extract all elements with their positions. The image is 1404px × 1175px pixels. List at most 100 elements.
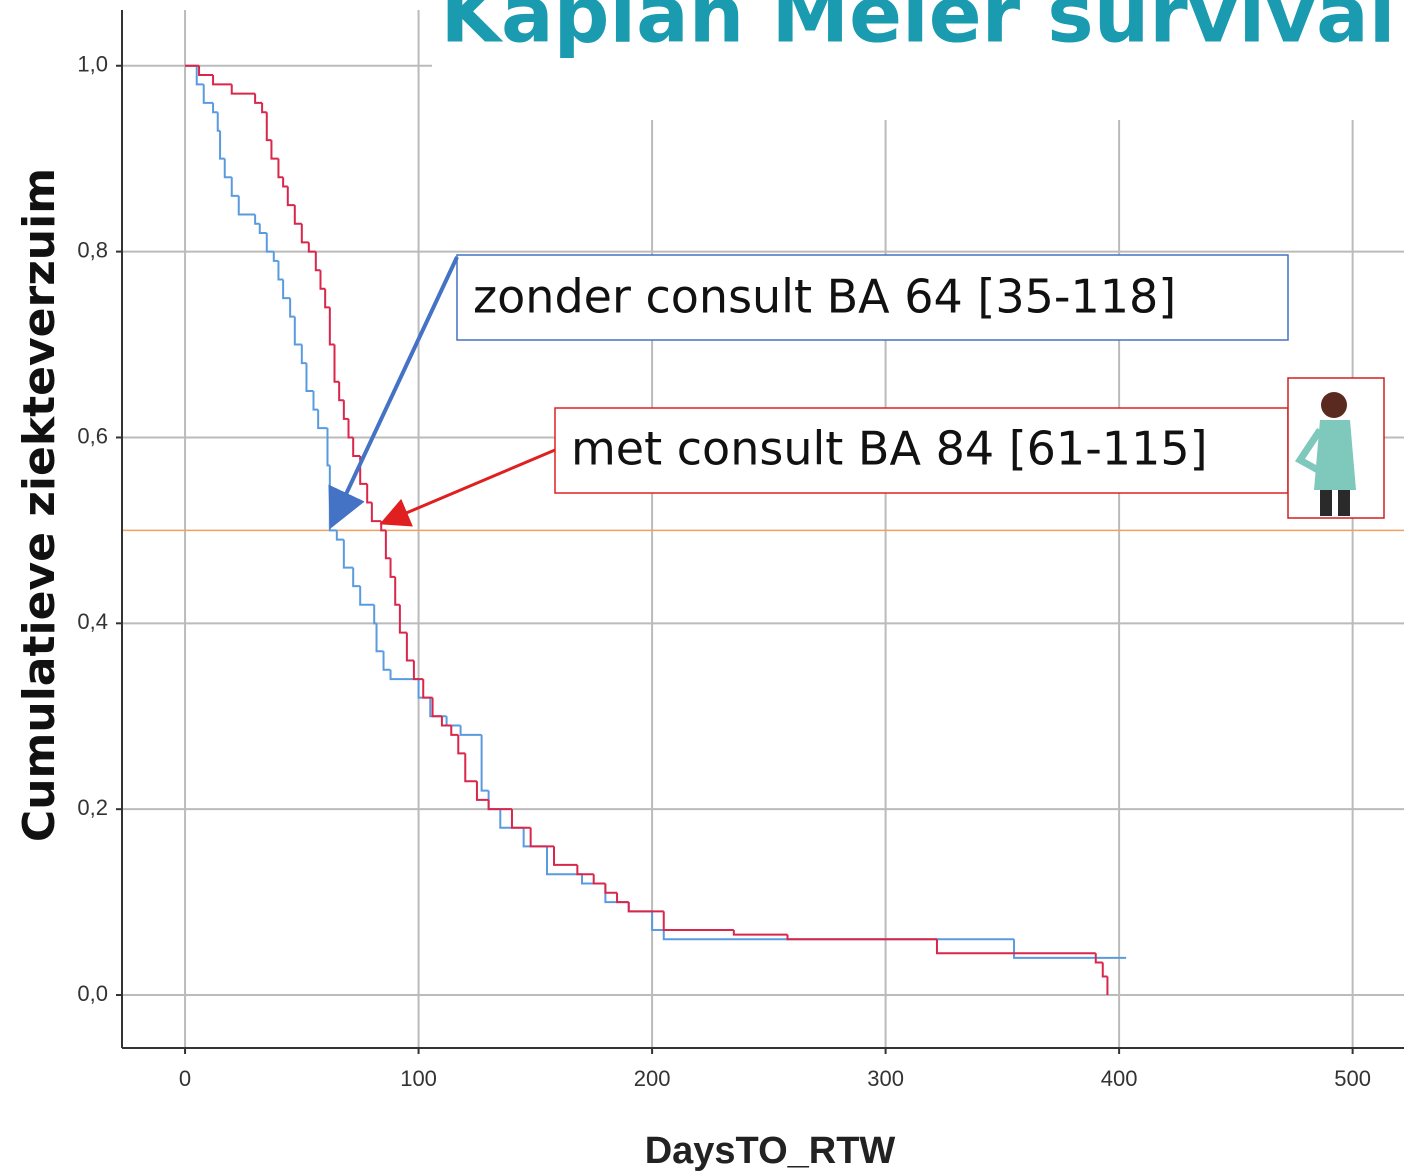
survival-step bbox=[254, 214, 260, 225]
survival-step bbox=[431, 697, 442, 718]
survival-step bbox=[216, 112, 221, 132]
survival-step bbox=[545, 846, 583, 876]
survival-step bbox=[328, 307, 335, 346]
survival-step bbox=[382, 651, 391, 671]
survival-step bbox=[389, 558, 396, 578]
survival-step bbox=[335, 530, 344, 541]
survival-step bbox=[375, 623, 384, 653]
survival-step bbox=[265, 233, 274, 253]
survival-step bbox=[293, 316, 302, 346]
survival-step bbox=[459, 725, 482, 736]
y-tick-label: 0,4 bbox=[77, 609, 108, 634]
survival-step bbox=[314, 251, 321, 272]
survival-step bbox=[342, 400, 349, 420]
survival-step bbox=[1101, 962, 1108, 978]
survival-step bbox=[457, 734, 466, 755]
annotation: zonder consult BA 64 [35-118] bbox=[473, 270, 1176, 324]
survival-step bbox=[394, 576, 400, 606]
survival-step bbox=[487, 799, 512, 811]
survival-step bbox=[412, 660, 424, 681]
survival-step bbox=[317, 409, 328, 430]
y-tick-label: 0,2 bbox=[77, 795, 108, 820]
survival-step bbox=[307, 242, 316, 253]
annotation-arrow bbox=[379, 448, 556, 527]
y-tick-label: 1,0 bbox=[77, 52, 108, 77]
chart-title: Kaplan Meier survival bbox=[441, 0, 1396, 60]
annotation: met consult BA 84 [61-115] bbox=[571, 422, 1208, 476]
survival-step bbox=[440, 716, 452, 727]
survival-step bbox=[359, 586, 375, 606]
survival-step bbox=[319, 270, 326, 290]
survival-step bbox=[272, 251, 279, 262]
survival-step bbox=[202, 84, 214, 104]
survival-step bbox=[553, 846, 578, 866]
survival-step bbox=[450, 725, 459, 736]
survival-step bbox=[300, 344, 307, 365]
y-tick-label: 0,8 bbox=[77, 237, 108, 262]
survival-step bbox=[366, 483, 372, 504]
survival-step bbox=[277, 260, 284, 281]
x-tick-label: 500 bbox=[1334, 1066, 1371, 1091]
plot-area bbox=[122, 64, 1404, 996]
survival-step bbox=[324, 288, 330, 309]
survival-step bbox=[352, 567, 361, 588]
survival-step bbox=[1013, 939, 1127, 959]
survival-step bbox=[265, 112, 272, 142]
survival-step bbox=[627, 902, 653, 913]
survival-step bbox=[338, 381, 344, 402]
y-axis-label: Cumulatieve ziekteverzuim bbox=[14, 168, 65, 842]
survival-step bbox=[389, 669, 419, 681]
survival-step bbox=[230, 84, 256, 95]
survival-step bbox=[230, 177, 239, 197]
x-tick-label: 100 bbox=[400, 1066, 437, 1091]
survival-step bbox=[529, 827, 555, 848]
x-tick-label: 0 bbox=[179, 1066, 191, 1091]
survival-step bbox=[616, 892, 629, 904]
survival-step bbox=[282, 279, 291, 300]
survival-step bbox=[223, 158, 232, 179]
survival-step bbox=[417, 679, 431, 699]
title-backdrop bbox=[432, 0, 1404, 120]
survival-step bbox=[333, 344, 340, 383]
survival-step bbox=[212, 102, 218, 114]
annotation-arrow bbox=[328, 256, 459, 530]
survival-step bbox=[422, 679, 433, 699]
survival-step bbox=[464, 753, 477, 783]
survival-step bbox=[732, 929, 788, 936]
survival-step bbox=[258, 223, 267, 235]
doctor-icon bbox=[1287, 377, 1385, 519]
survival-step bbox=[254, 93, 263, 104]
survival-step bbox=[604, 883, 618, 894]
survival-step bbox=[282, 177, 288, 188]
survival-step bbox=[198, 65, 214, 77]
survival-step bbox=[352, 437, 361, 458]
survival-step bbox=[662, 929, 1015, 941]
survival-step bbox=[237, 195, 256, 216]
survival-step bbox=[480, 734, 489, 792]
survival-step bbox=[576, 864, 594, 876]
survival-step bbox=[347, 418, 354, 439]
annotation-box bbox=[456, 254, 1289, 341]
survival-step bbox=[300, 223, 309, 244]
survival-step bbox=[261, 102, 267, 114]
survival-step bbox=[487, 790, 501, 811]
survival-step bbox=[384, 530, 391, 560]
survival-step bbox=[373, 604, 377, 625]
survival-step bbox=[277, 158, 284, 179]
x-axis-label: DaysTO_RTW bbox=[645, 1130, 896, 1172]
survival-step bbox=[475, 781, 489, 801]
survival-step bbox=[935, 939, 1096, 955]
survival-step bbox=[289, 298, 295, 318]
y-tick-label: 0,0 bbox=[77, 981, 108, 1006]
survival-step bbox=[592, 874, 606, 885]
x-tick-label: 200 bbox=[634, 1066, 671, 1091]
survival-step bbox=[305, 363, 314, 393]
survival-step bbox=[270, 140, 279, 160]
survival-step bbox=[286, 186, 295, 207]
annotation-box bbox=[554, 407, 1289, 494]
x-tick-label: 400 bbox=[1101, 1066, 1138, 1091]
survival-step bbox=[522, 827, 547, 848]
grid: 0,0 0,2 0,4 0,6 0,8 1,0 0 100 200 300 400 500 bbox=[77, 10, 1404, 1091]
survival-step bbox=[212, 75, 232, 86]
